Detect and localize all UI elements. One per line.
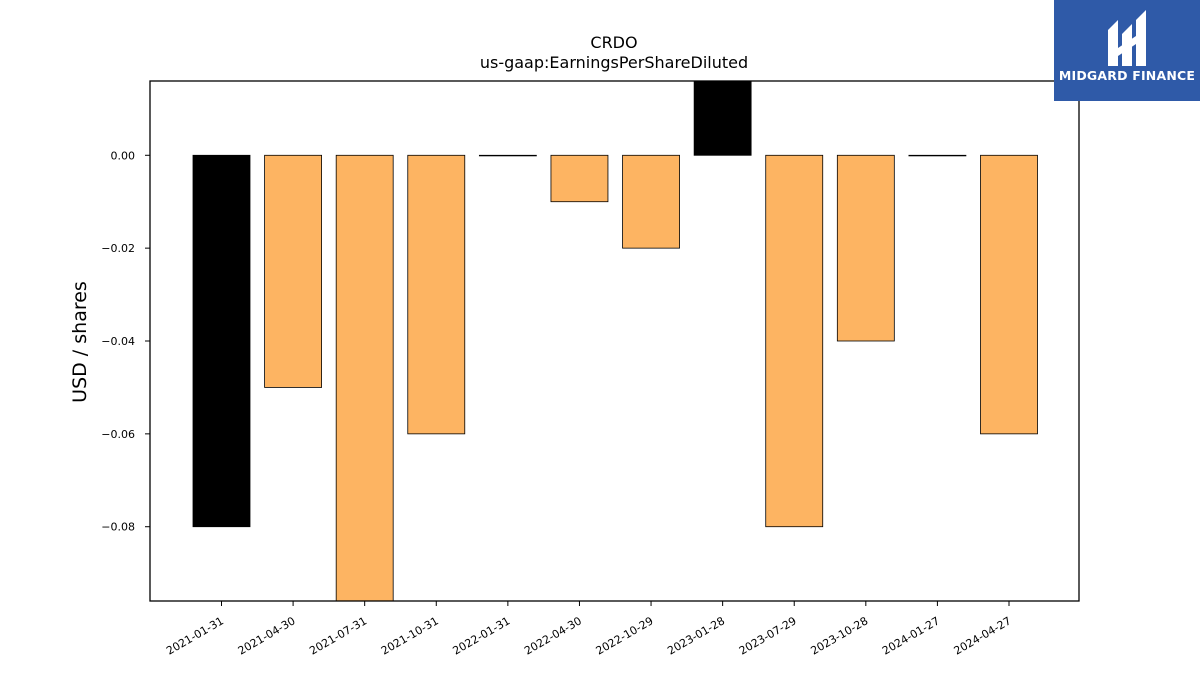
bar-2024-01-27 <box>908 154 967 157</box>
bar-2022-10-29 <box>622 154 680 249</box>
bar-2021-01-31 <box>192 154 251 528</box>
y-tick-label: −0.08 <box>101 521 135 534</box>
x-tick-label: 2023-10-28 <box>808 614 870 657</box>
bar-2024-04-27 <box>980 154 1038 435</box>
x-tick-label: 2022-01-31 <box>450 614 512 657</box>
x-tick-label: 2021-04-30 <box>236 614 298 657</box>
chart-title: CRDO <box>590 33 637 52</box>
midgard-finance-logo: MIDGARD FINANCE <box>1054 0 1200 101</box>
midgard-logo-icon <box>1108 10 1146 66</box>
y-tick-label: −0.04 <box>101 335 135 348</box>
x-tick-label: 2024-04-27 <box>952 614 1014 657</box>
y-tick-label: −0.02 <box>101 242 135 255</box>
x-axis: 2021-01-31 2021-04-30 2021-07-31 2021-10-31… <box>164 601 1014 658</box>
bar-2022-01-31 <box>478 154 537 157</box>
bars-group <box>192 81 1038 601</box>
bar-2023-10-28 <box>836 154 895 342</box>
x-tick-label: 2021-10-31 <box>379 614 441 657</box>
y-axis: 0.00 −0.02 −0.04 −0.06 −0.08 <box>101 149 150 534</box>
logo-text: MIDGARD FINANCE <box>1058 68 1196 83</box>
y-tick-label: 0.00 <box>111 149 136 162</box>
bar-2022-04-30 <box>550 154 609 203</box>
x-tick-label: 2021-01-31 <box>164 614 226 657</box>
y-tick-label: −0.06 <box>101 428 135 441</box>
chart-subtitle: us-gaap:EarningsPerShareDiluted <box>480 53 748 72</box>
x-tick-label: 2022-04-30 <box>522 614 584 657</box>
y-axis-label: USD / shares <box>69 281 91 403</box>
bar-2021-10-31 <box>407 154 466 435</box>
x-tick-label: 2023-01-28 <box>665 614 727 657</box>
bar-2021-07-31 <box>335 154 394 601</box>
x-tick-label: 2024-01-27 <box>880 614 942 657</box>
bar-2023-07-29 <box>765 154 824 528</box>
bar-2023-01-28 <box>693 81 752 156</box>
x-tick-label: 2023-07-29 <box>737 614 799 657</box>
bar-2021-04-30 <box>264 154 322 388</box>
x-tick-label: 2022-10-29 <box>594 614 656 657</box>
x-tick-label: 2021-07-31 <box>307 614 369 657</box>
